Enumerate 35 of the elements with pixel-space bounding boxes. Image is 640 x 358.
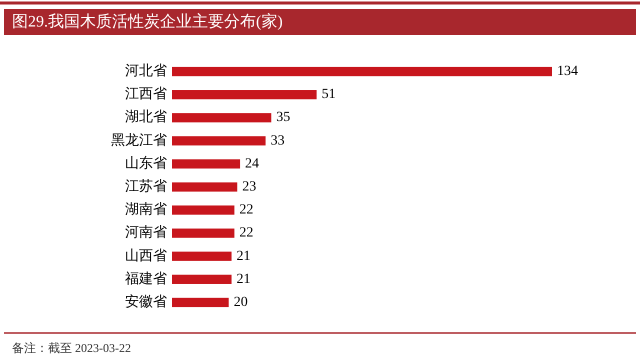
bar	[172, 182, 238, 192]
bar	[172, 205, 234, 215]
y-tick-label: 山东省	[125, 155, 167, 172]
y-tick-label: 河北省	[125, 63, 167, 80]
bar	[172, 159, 240, 169]
data-label: 22	[239, 202, 254, 218]
y-tick-label: 山西省	[125, 248, 167, 264]
y-tick-label: 福建省	[125, 270, 167, 287]
data-label: 20	[234, 294, 248, 310]
bar	[172, 228, 234, 238]
y-tick-label: 江苏省	[125, 178, 167, 194]
bar	[172, 274, 232, 284]
y-tick-label: 安徽省	[125, 294, 167, 310]
data-label: 23	[242, 180, 256, 194]
data-label: 134	[557, 64, 578, 80]
data-label: 33	[270, 133, 285, 148]
data-label: 24	[245, 156, 260, 172]
text: 备注：截至 2023-03-22	[12, 341, 131, 355]
bar	[172, 90, 317, 100]
bar	[172, 113, 272, 122]
y-tick-label: 湖北省	[125, 109, 167, 126]
data-label: 35	[276, 110, 290, 126]
y-tick-label: 黑龙江省	[111, 132, 167, 148]
data-label: 22	[239, 226, 254, 241]
bar	[172, 252, 232, 261]
y-tick-label: 河南省	[125, 224, 167, 241]
bar	[172, 298, 229, 308]
bar	[172, 66, 552, 76]
data-label: 51	[322, 87, 336, 102]
y-tick-label: 湖南省	[125, 202, 167, 218]
y-tick-label: 江西省	[125, 86, 167, 102]
data-label: 21	[236, 272, 251, 287]
chart-title: 图29.我国木质活性炭企业主要分布(家)	[12, 12, 283, 30]
bar	[172, 136, 266, 146]
data-label: 21	[236, 248, 251, 264]
